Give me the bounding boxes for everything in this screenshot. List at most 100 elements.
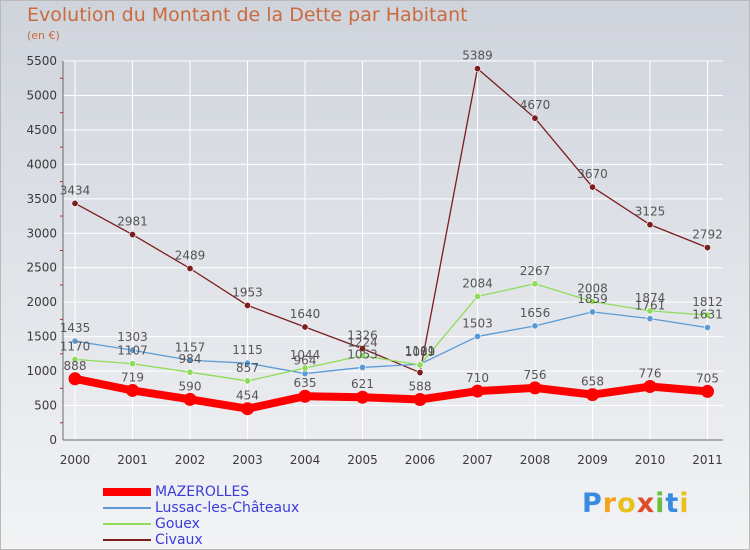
- data-label: 1859: [577, 292, 608, 306]
- y-tick-label: 4500: [26, 123, 57, 137]
- series-line: [74, 311, 709, 375]
- data-label: 1656: [520, 306, 551, 320]
- data-point: [244, 377, 252, 385]
- data-label: 1503: [462, 316, 493, 330]
- proxiti-logo: Proxiti: [582, 488, 690, 519]
- legend-label: MAZEROLLES: [155, 484, 250, 500]
- data-point: [71, 199, 79, 207]
- y-tick-label: 500: [34, 399, 57, 413]
- data-label: 1224: [347, 336, 378, 350]
- data-label: 1115: [232, 343, 263, 357]
- data-point: [129, 231, 137, 239]
- x-tick-label: 2006: [405, 453, 436, 467]
- chart-legend: MAZEROLLES Lussac-les-Châteaux Gouex Civaux: [103, 484, 299, 548]
- data-point: [129, 346, 137, 354]
- data-label: 1157: [175, 340, 206, 354]
- data-point: [646, 221, 654, 229]
- data-point: [531, 322, 539, 330]
- data-point: [301, 364, 309, 372]
- series-civaux: [71, 65, 711, 377]
- data-label: 719: [121, 370, 144, 384]
- x-tick-label: 2008: [520, 453, 551, 467]
- chart-subtitle: (en €): [27, 29, 60, 42]
- data-label: 964: [294, 354, 317, 368]
- data-label: 1326: [347, 329, 378, 343]
- y-tick-label: 1500: [26, 330, 57, 344]
- data-label: 621: [351, 377, 374, 391]
- data-point: [186, 264, 194, 272]
- data-label: 2489: [175, 248, 206, 262]
- data-point: [586, 388, 599, 402]
- data-point: [129, 360, 137, 368]
- data-point: [244, 359, 252, 367]
- y-tick-label: 2500: [26, 261, 57, 275]
- data-point: [416, 369, 424, 377]
- data-point: [703, 311, 711, 319]
- data-point: [643, 380, 657, 394]
- data-point: [413, 392, 427, 406]
- y-tick-label: 4000: [26, 157, 57, 171]
- data-label: 2792: [692, 228, 723, 242]
- x-tick-label: 2005: [347, 453, 378, 467]
- data-label: 1303: [117, 330, 148, 344]
- data-label: 4670: [520, 98, 551, 112]
- data-point: [588, 183, 596, 191]
- legend-label: Civaux: [155, 532, 203, 548]
- data-label: 2981: [117, 215, 148, 229]
- data-label: 1631: [692, 308, 723, 322]
- data-label: 888: [64, 359, 87, 373]
- x-tick-label: 2011: [692, 453, 723, 467]
- data-point: [528, 381, 542, 395]
- x-tick-label: 2009: [577, 453, 608, 467]
- data-point: [301, 323, 309, 331]
- data-label: 984: [179, 352, 202, 366]
- data-label: 635: [294, 376, 317, 390]
- data-label: 756: [524, 368, 547, 382]
- series-gouex: [71, 280, 711, 385]
- data-label: 588: [409, 379, 432, 393]
- legend-label: Gouex: [155, 516, 200, 532]
- data-label: 2008: [577, 282, 608, 296]
- x-tick-label: 2003: [232, 453, 263, 467]
- y-tick-label: 5000: [26, 88, 57, 102]
- data-label: 658: [581, 375, 604, 389]
- data-label: 2267: [520, 264, 551, 278]
- data-label: 590: [179, 379, 202, 393]
- data-point: [71, 355, 79, 363]
- legend-swatch: [103, 507, 151, 509]
- series-lussac-les-ch-teaux: [71, 308, 711, 378]
- data-point: [703, 324, 711, 332]
- legend-item: Civaux: [103, 532, 299, 548]
- data-point: [531, 114, 539, 122]
- data-point: [471, 384, 484, 398]
- data-label: 705: [696, 371, 719, 385]
- series-line: [74, 283, 709, 382]
- data-point: [416, 361, 424, 369]
- data-label: 1053: [347, 347, 378, 361]
- legend-item: MAZEROLLES: [103, 484, 299, 500]
- x-tick-label: 2002: [175, 453, 206, 467]
- data-point: [186, 356, 194, 364]
- data-label: 1640: [290, 307, 321, 321]
- series-line: [71, 374, 712, 413]
- data-point: [473, 332, 481, 340]
- data-point: [358, 345, 366, 353]
- data-point: [126, 383, 139, 397]
- data-point: [588, 308, 596, 316]
- y-tick-label: 0: [49, 433, 57, 447]
- data-point: [183, 392, 197, 406]
- data-label: 1953: [232, 285, 263, 299]
- data-label: 1107: [117, 344, 148, 358]
- x-tick-label: 2000: [60, 453, 91, 467]
- legend-item: Lussac-les-Châteaux: [103, 500, 299, 516]
- data-label: 1089: [405, 345, 436, 359]
- data-label: 3670: [577, 167, 608, 181]
- data-label: 857: [236, 361, 259, 375]
- data-point: [68, 372, 82, 386]
- legend-swatch: [103, 539, 151, 541]
- data-point: [646, 315, 654, 323]
- data-label: 5389: [462, 49, 493, 63]
- legend-swatch: [103, 488, 151, 496]
- data-label: 2084: [462, 276, 493, 290]
